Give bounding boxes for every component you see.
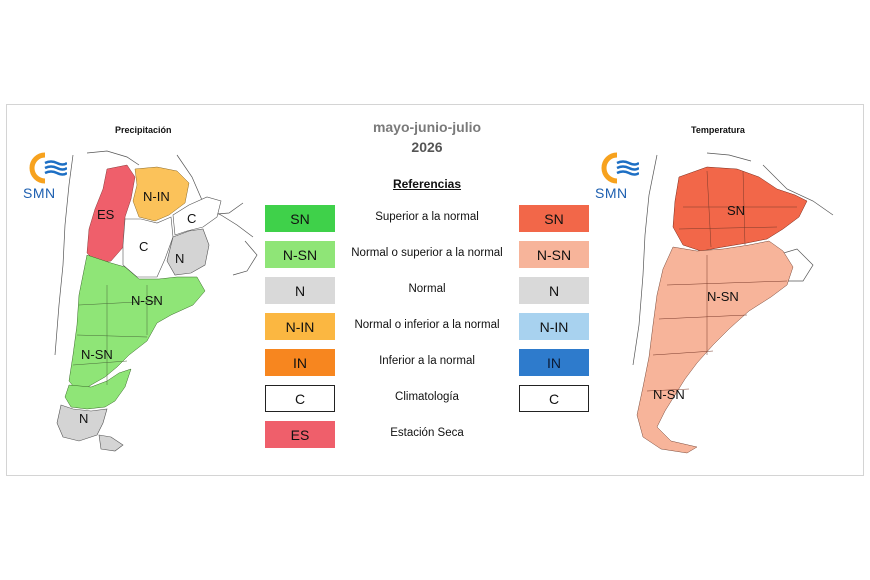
precip-swatch-in: IN	[265, 349, 335, 376]
precipitation-map-title: Precipitación	[115, 125, 172, 135]
temperature-map-title: Temperatura	[691, 125, 745, 135]
temp-swatch-n: N	[519, 277, 589, 304]
zone-normal-east	[166, 228, 210, 276]
precip-label-n-in: N-IN	[143, 189, 170, 204]
precip-label-n-sn-south: N-SN	[81, 347, 113, 362]
temp-swatch-n-sn: N-SN	[519, 241, 589, 268]
legend-desc-in: Inferior a la normal	[379, 355, 475, 367]
period-label: mayo-junio-julio	[372, 119, 482, 135]
legend-desc-sn: Superior a la normal	[375, 211, 479, 223]
smn-sun-wave-icon	[601, 152, 639, 184]
precip-swatch-es: ES	[265, 421, 335, 448]
precip-label-n-east: N	[175, 251, 184, 266]
temp-swatch-in: IN	[519, 349, 589, 376]
precip-label-es: ES	[97, 207, 115, 222]
smn-logo-text-left: SMN	[23, 185, 56, 201]
legend-desc-c: Climatología	[395, 391, 459, 403]
precip-label-n-sn-north: N-SN	[131, 293, 163, 308]
temp-label-sn: SN	[727, 203, 745, 218]
temp-swatch-c: C	[519, 385, 589, 412]
precip-swatch-n-sn: N-SN	[265, 241, 335, 268]
forecast-panel: Precipitación Temperatura mayo-junio-jul…	[6, 104, 864, 476]
precip-label-n-south: N	[79, 411, 88, 426]
temp-neighbor-outlines	[632, 152, 834, 366]
legend-desc-n-sn: Normal o superior a la normal	[351, 247, 503, 259]
precipitation-map: N-IN ES C C N N-SN N-SN N	[54, 150, 258, 452]
legend-title: Referencias	[392, 177, 462, 191]
temperature-map: SN N-SN N-SN	[632, 152, 834, 454]
year-label: 2026	[411, 139, 443, 155]
forecast-period-heading: mayo-junio-julio 2026	[307, 117, 547, 157]
precip-swatch-n-in: N-IN	[265, 313, 335, 340]
zone-climatology-northeast	[172, 196, 222, 236]
zone-n-in-north	[132, 166, 190, 222]
smn-logo-text-right: SMN	[595, 185, 628, 201]
temp-swatch-sn: SN	[519, 205, 589, 232]
zone-n-sn-central	[68, 254, 206, 394]
precip-label-c-northeast: C	[187, 211, 196, 226]
temp-swatch-n-in: N-IN	[519, 313, 589, 340]
precip-swatch-c: C	[265, 385, 335, 412]
legend-desc-n: Normal	[408, 283, 446, 295]
precip-label-c-center: C	[139, 239, 148, 254]
temp-zone-sn-north	[672, 166, 808, 252]
legend-desc-n-in: Normal o inferior a la normal	[354, 319, 500, 331]
precip-swatch-sn: SN	[265, 205, 335, 232]
temp-zone-n-sn-south	[636, 240, 794, 454]
zone-tierra-del-fuego	[98, 434, 124, 452]
province-boundaries	[72, 285, 158, 385]
zone-normal-south	[56, 404, 108, 442]
precip-swatch-n: N	[265, 277, 335, 304]
temp-label-n-sn-center: N-SN	[707, 289, 739, 304]
temp-province-boundaries	[646, 170, 797, 392]
zone-climatology-center	[122, 216, 174, 278]
zone-n-sn-patagonia	[64, 368, 132, 410]
temp-label-n-sn-south: N-SN	[653, 387, 685, 402]
zone-es-northwest	[86, 164, 136, 264]
smn-sun-wave-icon	[29, 152, 67, 184]
legend-desc-es: Estación Seca	[390, 427, 464, 439]
